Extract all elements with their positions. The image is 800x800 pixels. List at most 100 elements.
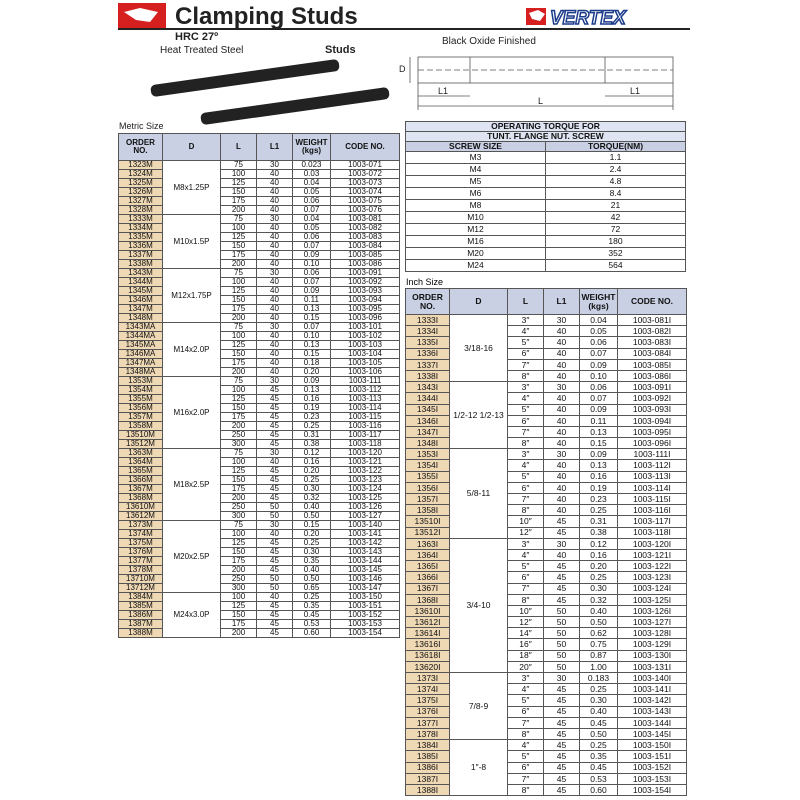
- data-row: M4 2.4: [405, 163, 686, 176]
- order-no: 1366M: [118, 475, 163, 485]
- order-no: 13712M: [118, 583, 163, 593]
- weight: 0.62: [579, 627, 618, 640]
- order-no: 1374M: [118, 529, 163, 539]
- screw-size: M8: [405, 199, 546, 212]
- length: 150: [220, 475, 257, 485]
- length: 250: [220, 430, 257, 440]
- weight: 0.09: [579, 448, 618, 461]
- thread-length: 30: [256, 268, 293, 278]
- column-header: CODE NO.: [330, 133, 400, 161]
- length: 150: [220, 349, 257, 359]
- dim-l1: L1: [438, 86, 448, 96]
- code-no: 1003-094: [330, 295, 400, 305]
- thread-length: 45: [256, 493, 293, 503]
- data-row: 1347M 175 40 0.13 1003-095: [118, 304, 400, 314]
- inch-caption: Inch Size: [406, 277, 444, 287]
- order-no: 1336M: [118, 241, 163, 251]
- data-row: 1385I 5″ 45 0.35 1003-151I: [405, 750, 687, 763]
- data-row: 1343MA M14x2.0P 75 30 0.07 1003-101: [118, 322, 400, 377]
- title-row: TUNT. FLANGE NUT. SCREW: [405, 131, 686, 142]
- data-row: 1338M 200 40 0.10 1003-086: [118, 259, 400, 269]
- data-row: 1367I 7″ 45 0.30 1003-124I: [405, 582, 687, 595]
- order-no: 1353M: [118, 376, 163, 386]
- diameter: M14x2.0P: [162, 322, 221, 377]
- weight: 0.20: [579, 560, 618, 573]
- data-row: 1356M 150 45 0.19 1003-114: [118, 403, 400, 413]
- weight: 0.023: [292, 160, 331, 170]
- weight: 0.40: [292, 565, 331, 575]
- thread-length: 40: [256, 286, 293, 296]
- length: 8″: [507, 437, 544, 450]
- thread-length: 45: [543, 593, 580, 606]
- code-no: 1003-150I: [617, 739, 687, 752]
- column-header: ORDER NO.: [405, 288, 450, 315]
- column-header: D: [162, 133, 221, 161]
- thread-length: 45: [256, 547, 293, 557]
- length: 20″: [507, 660, 544, 674]
- diameter: 1/2-12 1/2-13: [449, 381, 508, 450]
- thread-length: 40: [256, 340, 293, 350]
- length: 75: [220, 376, 257, 386]
- thread-length: 40: [543, 459, 580, 472]
- weight: 0.50: [292, 574, 331, 584]
- weight: 0.19: [292, 403, 331, 413]
- order-no: 1347I: [405, 425, 450, 439]
- thread-length: 30: [256, 448, 293, 458]
- order-no: 1385I: [405, 750, 450, 763]
- weight: 0.09: [579, 403, 618, 416]
- length: 3″: [507, 313, 544, 327]
- thread-length: 45: [543, 772, 580, 785]
- data-row: 1335I 5″ 40 0.06 1003-083I: [405, 336, 687, 349]
- data-row: 13618I 18″ 50 0.87 1003-130I: [405, 649, 687, 662]
- length: 5″: [507, 694, 544, 707]
- data-row: 13612M 300 50 0.50 1003-127: [118, 511, 400, 521]
- thread-length: 40: [256, 232, 293, 242]
- data-row: 1355M 125 45 0.16 1003-113: [118, 394, 400, 404]
- code-no: 1003-144: [330, 556, 400, 566]
- weight: 0.07: [292, 322, 331, 332]
- thread-length: 40: [543, 548, 580, 562]
- code-no: 1003-081: [330, 214, 400, 224]
- order-no: 1357M: [118, 412, 163, 422]
- thread-length: 45: [543, 716, 580, 729]
- code-no: 1003-115: [330, 412, 400, 422]
- dim-l: L: [538, 96, 543, 106]
- length: 125: [220, 178, 257, 188]
- order-no: 1375I: [405, 694, 450, 707]
- order-no: 1338M: [118, 259, 163, 269]
- length: 7″: [507, 716, 544, 729]
- length: 7″: [507, 358, 544, 371]
- weight: 0.30: [292, 484, 331, 494]
- data-row: 1344I 4″ 40 0.07 1003-092I: [405, 392, 687, 405]
- data-row: 1348M 200 40 0.15 1003-096: [118, 313, 400, 323]
- length: 100: [220, 277, 257, 287]
- code-no: 1003-091I: [617, 381, 687, 394]
- code-no: 1003-153I: [617, 772, 687, 785]
- code-no: 1003-127: [330, 511, 400, 521]
- thread-length: 30: [543, 381, 580, 394]
- length: 250: [220, 574, 257, 584]
- data-row: 1376I 6″ 45 0.40 1003-143I: [405, 705, 687, 718]
- order-no: 1386M: [118, 610, 163, 620]
- length: 200: [220, 493, 257, 503]
- order-no: 1384I: [405, 739, 450, 752]
- code-no: 1003-126I: [617, 604, 687, 618]
- thread-length: 40: [543, 504, 580, 517]
- weight: 0.25: [579, 739, 618, 752]
- code-no: 1003-115I: [617, 492, 687, 506]
- length: 200: [220, 313, 257, 323]
- data-row: 1378M 200 45 0.40 1003-145: [118, 565, 400, 575]
- thread-length: 45: [543, 750, 580, 763]
- order-no: 1348MA: [118, 367, 163, 377]
- data-row: 1374I 4″ 45 0.25 1003-141I: [405, 683, 687, 696]
- length: 175: [220, 412, 257, 422]
- column-header: ORDER NO.: [118, 133, 163, 161]
- code-no: 1003-122I: [617, 560, 687, 573]
- column-header: SCREW SIZE: [405, 141, 546, 152]
- data-row: 1344MA 100 40 0.10 1003-102: [118, 331, 400, 341]
- length: 175: [220, 196, 257, 206]
- order-no: 1375M: [118, 538, 163, 548]
- code-no: 1003-125I: [617, 593, 687, 606]
- length: 125: [220, 286, 257, 296]
- data-row: 1337M 175 40 0.09 1003-085: [118, 250, 400, 260]
